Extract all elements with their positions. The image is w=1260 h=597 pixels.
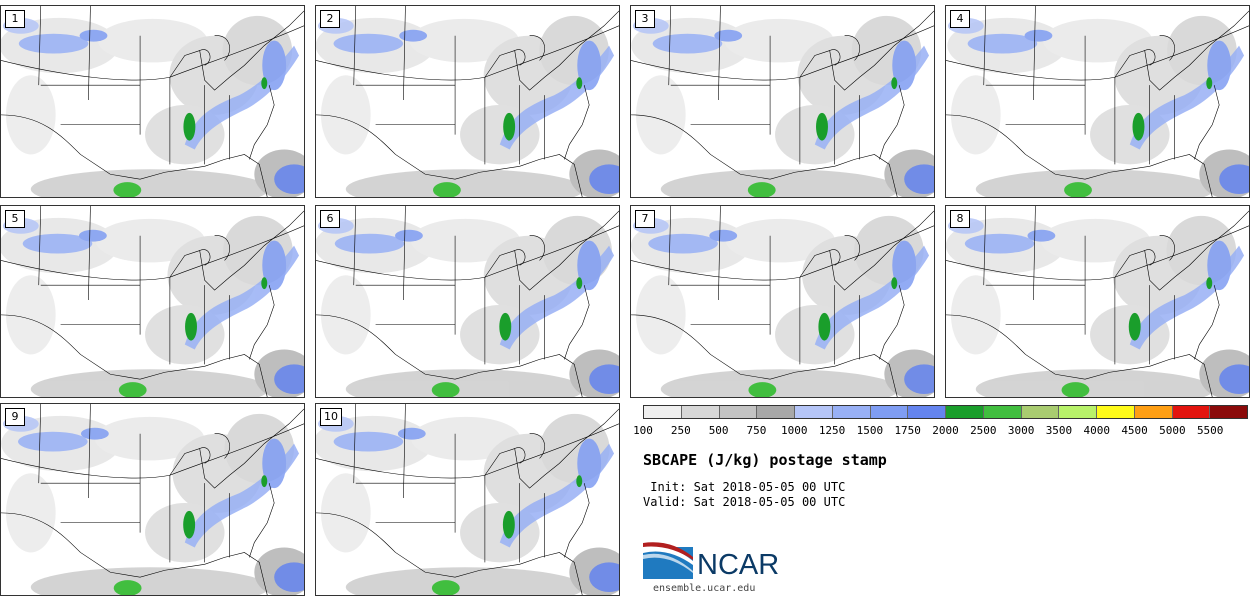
colorbar-swatch <box>870 406 909 418</box>
ensemble-member-panel[interactable]: 9 <box>0 403 305 596</box>
ensemble-member-panel[interactable]: 2 <box>315 5 620 198</box>
colorbar-swatch <box>757 406 795 418</box>
sbcape-map <box>946 206 1249 397</box>
colorbar-swatch <box>795 406 833 418</box>
colorbar-tick-label: 4500 <box>1121 424 1148 437</box>
ensemble-member-panel[interactable]: 1 <box>0 5 305 198</box>
member-number-label: 6 <box>320 210 340 228</box>
colorbar-swatch <box>908 406 946 418</box>
sbcape-map <box>316 6 619 197</box>
colorbar-tick-label: 2500 <box>970 424 997 437</box>
sbcape-map <box>631 206 934 397</box>
member-number-label: 4 <box>950 10 970 28</box>
colorbar-tick-label: 1250 <box>818 424 846 437</box>
ensemble-member-panel[interactable]: 3 <box>630 5 935 198</box>
ensemble-member-panel[interactable]: 8 <box>945 205 1250 398</box>
colorbar-swatch <box>681 406 720 418</box>
sbcape-map <box>631 6 934 197</box>
colorbar-swatch <box>1021 406 1060 418</box>
colorbar-tick-label: 1000 <box>781 424 808 437</box>
member-number-label: 9 <box>5 408 25 426</box>
valid-time: Valid: Sat 2018-05-05 00 UTC <box>643 495 846 509</box>
colorbar-tick-label: 5500 <box>1196 424 1224 437</box>
sbcape-map <box>1 404 304 595</box>
colorbar-tick-label: 3000 <box>1007 424 1035 437</box>
colorbar-tick-label: 2000 <box>932 424 959 437</box>
ncar-logo-text: NCAR <box>697 549 780 581</box>
sbcape-map <box>1 6 304 197</box>
colorbar-swatch <box>719 406 758 418</box>
colorbar-tick-label: 5000 <box>1159 424 1186 437</box>
colorbar-swatch <box>832 406 871 418</box>
colorbar-tick-label: 4000 <box>1083 424 1111 437</box>
member-number-label: 3 <box>635 10 655 28</box>
colorbar-swatch <box>1172 406 1211 418</box>
ensemble-member-panel[interactable]: 10 <box>315 403 620 596</box>
colorbar-tick-label: 1500 <box>856 424 884 437</box>
member-number-label: 8 <box>950 210 970 228</box>
colorbar-tick-label: 3500 <box>1045 424 1073 437</box>
ensemble-member-panel[interactable]: 5 <box>0 205 305 398</box>
sbcape-map <box>946 6 1249 197</box>
colorbar <box>643 405 1248 419</box>
colorbar-tick-label: 250 <box>670 424 691 437</box>
colorbar-swatch <box>1097 406 1135 418</box>
ensemble-member-panel[interactable]: 7 <box>630 205 935 398</box>
member-number-label: 5 <box>5 210 25 228</box>
sbcape-map <box>316 404 619 595</box>
colorbar-swatch <box>1210 406 1247 418</box>
member-number-label: 10 <box>320 408 342 426</box>
sbcape-map <box>316 206 619 397</box>
member-number-label: 1 <box>5 10 25 28</box>
colorbar-swatch <box>1059 406 1097 418</box>
site-url[interactable]: ensemble.ucar.edu <box>653 583 756 594</box>
colorbar-swatch <box>1134 406 1173 418</box>
colorbar-swatch <box>946 406 984 418</box>
sbcape-map <box>1 206 304 397</box>
member-number-label: 7 <box>635 210 655 228</box>
colorbar-swatch <box>983 406 1022 418</box>
colorbar-tick-label: 100 <box>633 424 653 437</box>
ncar-logo-icon <box>643 542 693 579</box>
init-time: Init: Sat 2018-05-05 00 UTC <box>643 480 846 494</box>
chart-title: SBCAPE (J/kg) postage stamp <box>643 451 887 469</box>
colorbar-tick-label: 1750 <box>894 424 921 437</box>
colorbar-tick-label: 750 <box>746 424 767 437</box>
colorbar-tick-label: 500 <box>708 424 729 437</box>
ensemble-member-panel[interactable]: 6 <box>315 205 620 398</box>
ensemble-member-panel[interactable]: 4 <box>945 5 1250 198</box>
colorbar-swatch <box>644 406 682 418</box>
member-number-label: 2 <box>320 10 340 28</box>
